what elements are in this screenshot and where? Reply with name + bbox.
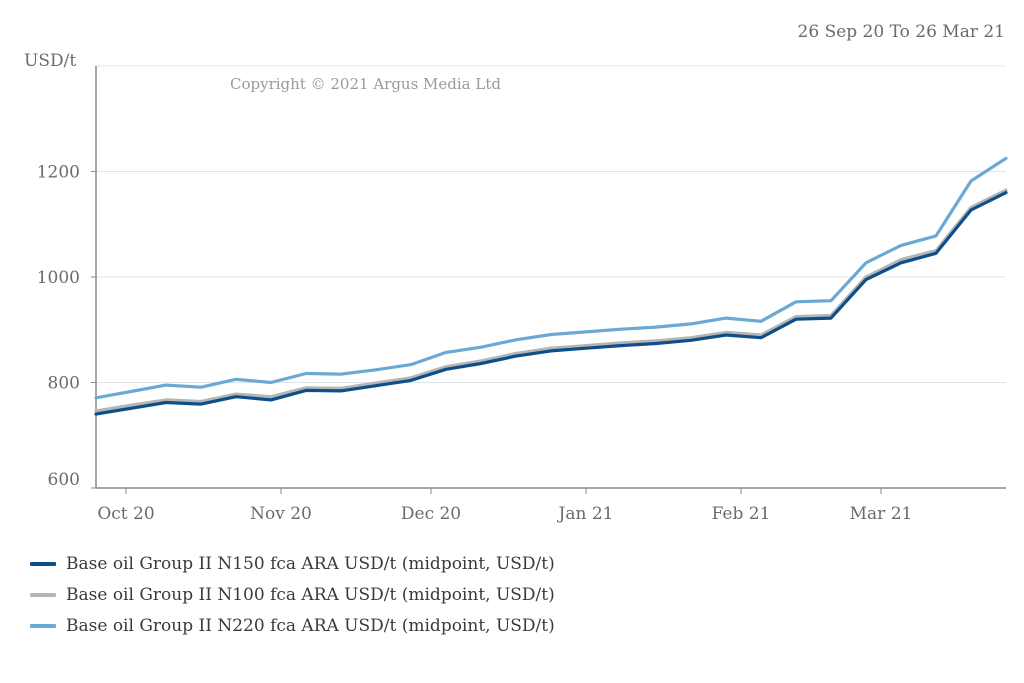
x-tick-label: Mar 21 <box>850 504 913 524</box>
y-tick-label: 800 <box>48 374 80 394</box>
x-tick-label: Jan 21 <box>557 504 614 524</box>
x-tick-label: Feb 21 <box>712 504 771 524</box>
x-tick-label: Nov 20 <box>250 504 312 524</box>
legend-item-n220[interactable]: Base oil Group II N220 fca ARA USD/t (mi… <box>30 610 555 641</box>
x-tick-label: Dec 20 <box>401 504 461 524</box>
legend-item-n100[interactable]: Base oil Group II N100 fca ARA USD/t (mi… <box>30 579 555 610</box>
legend-label-n150: Base oil Group II N150 fca ARA USD/t (mi… <box>66 553 555 574</box>
legend-swatch-n220 <box>30 623 56 628</box>
legend-swatch-n150 <box>30 561 56 566</box>
x-tick-label: Oct 20 <box>97 504 154 524</box>
legend-swatch-n100 <box>30 592 56 597</box>
y-tick-label: 1200 <box>37 163 80 183</box>
line-chart: 26 Sep 20 To 26 Mar 21 USD/t Copyright ©… <box>24 22 1008 524</box>
series-line-n150 <box>94 191 1008 416</box>
date-range-label: 26 Sep 20 To 26 Mar 21 <box>798 22 1005 42</box>
y-tick-labels: 600 800 1000 1200 <box>37 163 96 490</box>
legend-label-n100: Base oil Group II N100 fca ARA USD/t (mi… <box>66 584 555 605</box>
y-tick-label: 1000 <box>37 268 80 288</box>
legend-item-n150[interactable]: Base oil Group II N150 fca ARA USD/t (mi… <box>30 548 555 579</box>
legend: Base oil Group II N150 fca ARA USD/t (mi… <box>30 548 555 641</box>
copyright-note: Copyright © 2021 Argus Media Ltd <box>230 75 501 93</box>
x-tick-labels: Oct 20 Nov 20 Dec 20 Jan 21 Feb 21 Mar 21 <box>97 488 912 524</box>
series-line-n220 <box>94 156 1008 400</box>
y-tick-label: 600 <box>48 470 80 490</box>
y-axis-unit-label: USD/t <box>24 51 76 71</box>
legend-label-n220: Base oil Group II N220 fca ARA USD/t (mi… <box>66 615 555 636</box>
series-lines <box>94 156 1008 416</box>
series-line-n100 <box>94 188 1008 413</box>
